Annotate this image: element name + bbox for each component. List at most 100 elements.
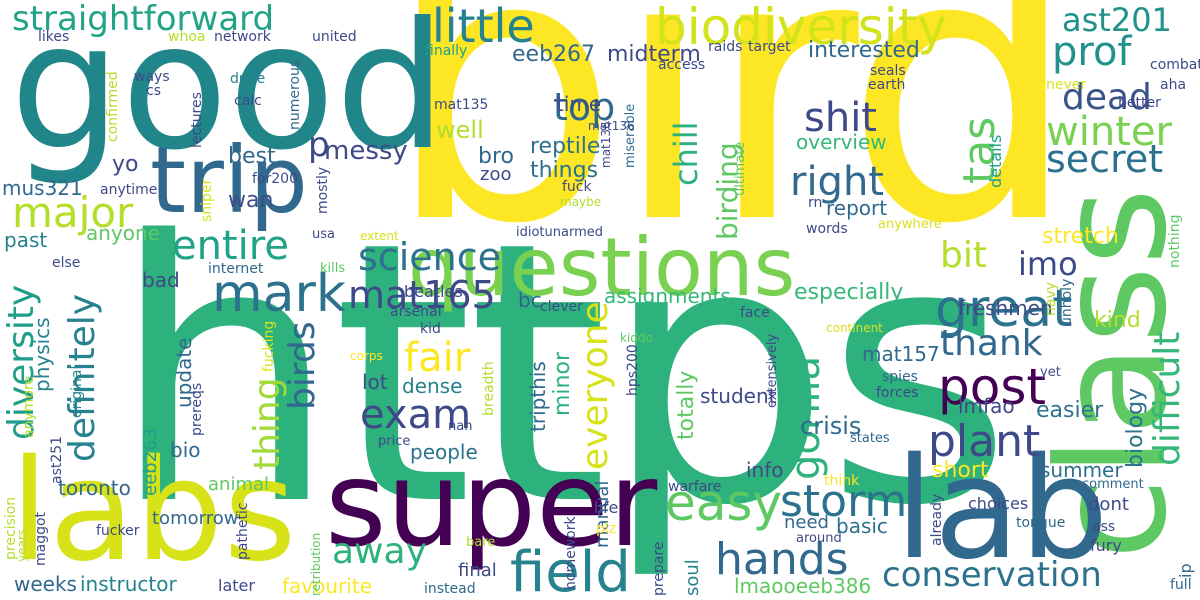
word-questions: questions — [408, 221, 796, 314]
word-rn: rn — [808, 195, 823, 211]
word-nothing: nothing — [1167, 214, 1183, 268]
word-zoo: zoo — [480, 164, 512, 185]
word-dude: dude — [230, 71, 266, 87]
word-soul: soul — [682, 559, 703, 596]
word-sniper: sniper — [199, 178, 215, 222]
word-ast201: ast201 — [1062, 1, 1172, 39]
word-idiotunarmed: idiotunarmed — [516, 225, 604, 240]
word-warfare: warfare — [668, 479, 722, 495]
word-well: well — [436, 116, 484, 144]
word-states: states — [850, 431, 890, 446]
word-eeb267: eeb267 — [512, 42, 596, 67]
word-network: network — [214, 29, 271, 45]
word-prof: prof — [1052, 29, 1132, 75]
word-student: student — [700, 384, 777, 408]
word-around: around — [796, 531, 842, 546]
word-time: time — [556, 92, 602, 116]
word-yo: yo — [112, 152, 139, 177]
word-spies: spies — [882, 369, 918, 385]
word-for200: for200 — [252, 171, 298, 187]
word-weeks: weeks — [14, 572, 77, 596]
word-totally: totally — [674, 370, 699, 440]
word-past: past — [4, 228, 48, 252]
word-everyone: everyone — [575, 301, 616, 470]
word-instead: instead — [424, 581, 476, 597]
word-extent: extent — [360, 229, 399, 243]
word-short: short — [932, 458, 989, 483]
word-anywhere: anywhere — [878, 217, 942, 232]
word-exam: exam — [360, 392, 472, 438]
word-bit: bit — [940, 235, 987, 276]
word-p: p — [308, 125, 330, 165]
word-cs: cs — [146, 83, 161, 99]
word-thing: thing — [247, 377, 288, 470]
word-great: great — [935, 279, 1073, 339]
word-confirmed: confirmed — [105, 71, 121, 142]
word-instructor: instructor — [80, 572, 177, 596]
word-dont: dont — [1088, 494, 1129, 515]
word-forces: forces — [876, 385, 919, 401]
word-summer: summer — [1040, 458, 1123, 482]
word-difficult: difficult — [1147, 331, 1188, 466]
word-mat135: mat135 — [434, 97, 489, 113]
word-years: years — [15, 528, 29, 562]
word-clever: clever — [540, 299, 583, 315]
word-final: final — [458, 560, 497, 581]
word-usa: usa — [312, 227, 335, 242]
word-freshmen: freshmen — [958, 296, 1053, 320]
word-conservation: conservation — [882, 555, 1102, 595]
word-especially: especially — [794, 280, 904, 305]
word-imo: imo — [1018, 245, 1078, 283]
word-chill: chill — [667, 121, 705, 186]
word-hands: hands — [715, 534, 849, 585]
word-storm: storm — [780, 476, 908, 527]
word-toronto: toronto — [58, 476, 131, 500]
word-dead: dead — [1062, 77, 1152, 118]
word-whoa: whoa — [168, 29, 206, 45]
word-full: full — [1170, 577, 1192, 593]
word-right: right — [790, 159, 884, 205]
word-navy: navy — [1043, 281, 1059, 316]
word-interested: interested — [808, 38, 920, 63]
word-never: never — [1046, 77, 1087, 93]
word-numerous: numerous — [287, 59, 303, 130]
word-calc: calc — [234, 93, 262, 109]
word-fucker: fucker — [96, 523, 140, 539]
word-people: people — [410, 440, 478, 464]
word-retribution: retribution — [309, 532, 323, 596]
word-crisis2: crisis — [800, 412, 862, 440]
word-unholy: unholy — [1059, 278, 1075, 326]
word-shit: shit — [804, 95, 877, 141]
word-ways: ways — [134, 69, 170, 85]
word-animal: animal — [208, 474, 270, 495]
word-likes-v: hps200 — [625, 344, 641, 396]
word-secret: secret — [1046, 137, 1164, 181]
word-science: science — [358, 235, 501, 279]
word-kid: kid — [420, 321, 441, 337]
word-arsenal: arsenal — [390, 304, 442, 320]
word-dense: dense — [402, 374, 463, 398]
word-think: think — [824, 473, 860, 489]
word-maybe: maybe — [560, 195, 602, 209]
word-prereqs: prereqs — [189, 382, 205, 436]
word-united: united — [312, 29, 357, 45]
word-seals: seals — [870, 63, 906, 79]
word-earth: earth — [868, 77, 906, 93]
word-report: report — [826, 196, 888, 220]
word-aha: aha — [1160, 77, 1187, 93]
word-pathetic: pathetic — [235, 502, 251, 560]
word-already: already — [929, 493, 945, 546]
word-lectures: lectures — [189, 92, 205, 148]
word-https: https — [110, 165, 1013, 584]
word-eeb263: eeb263 — [140, 428, 161, 496]
word-bird: bird — [385, 0, 1079, 305]
word-later: later — [218, 576, 255, 595]
word-ip: ip — [1176, 563, 1195, 578]
word-likes: likes — [38, 29, 70, 45]
word-better: better — [1118, 95, 1161, 111]
word-overview: overview — [796, 130, 887, 154]
word-midterm: midterm — [607, 42, 701, 67]
word-bad: bad — [142, 268, 180, 292]
word-winter: winter — [1046, 109, 1172, 155]
